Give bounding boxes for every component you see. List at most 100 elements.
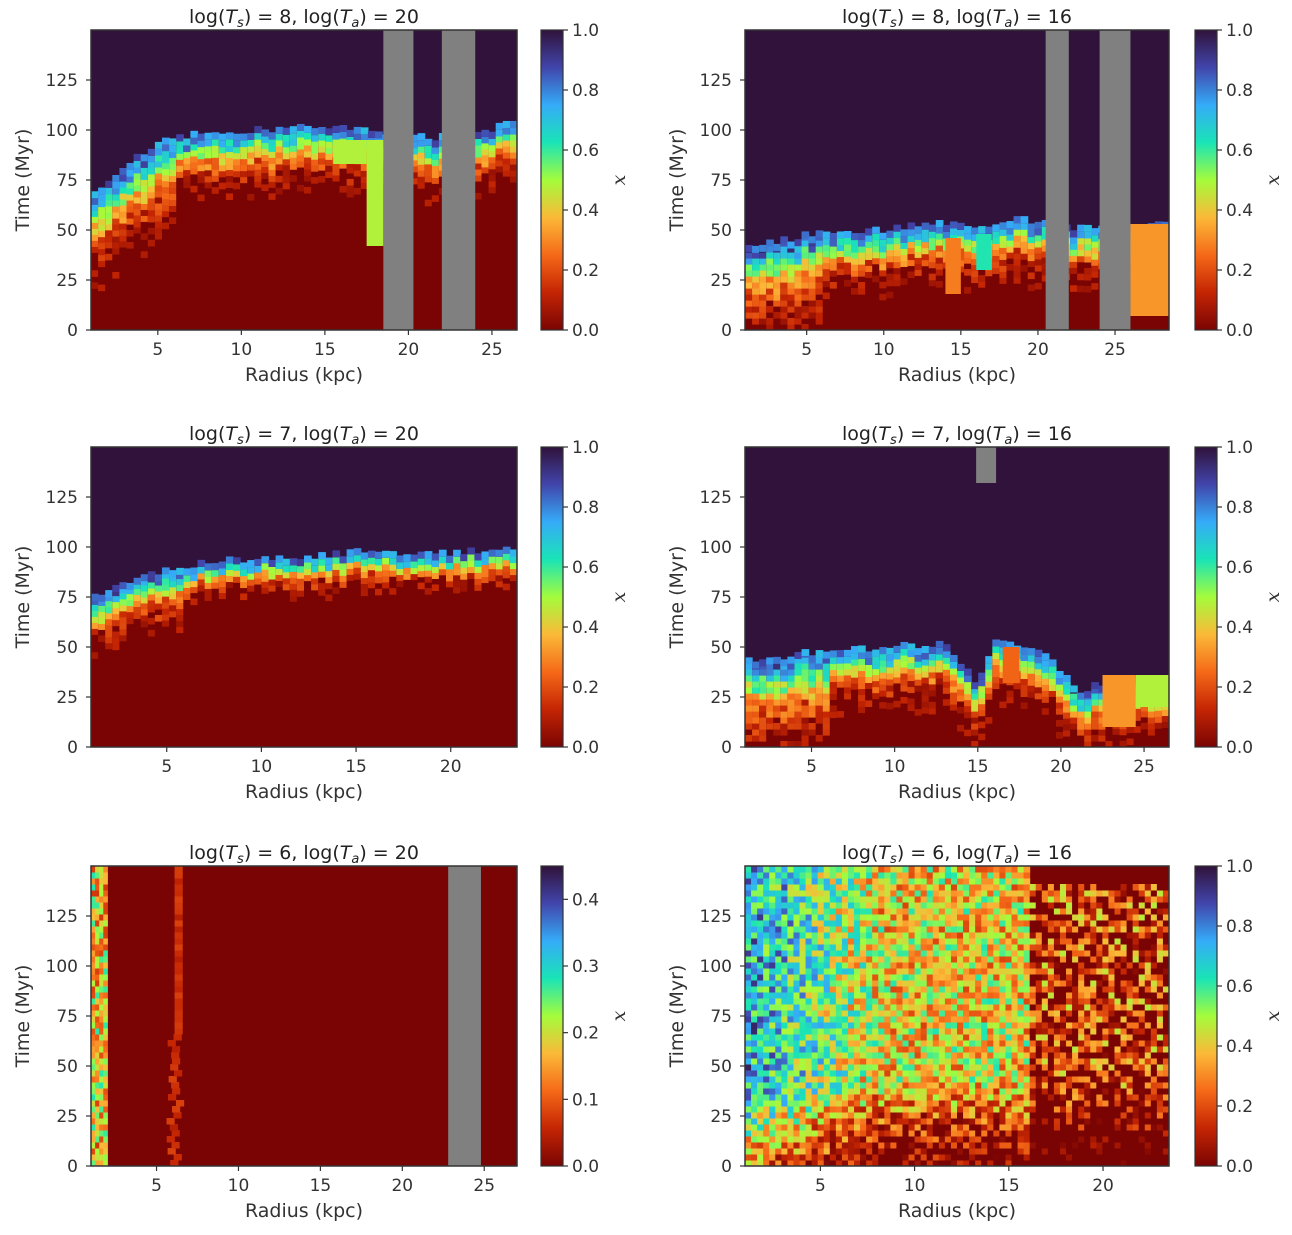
heatmap-cell [920,1058,928,1065]
heatmap-cell [914,1136,922,1143]
heatmap-cell [176,159,184,166]
heatmap-cell [787,270,796,277]
heatmap-cell [140,581,149,747]
heatmap-cell [752,270,760,277]
heatmap-cell [854,1118,861,1125]
heatmap-cell [823,1040,831,1047]
heatmap-cell [751,884,758,891]
heatmap-cell [140,185,149,192]
heatmap-cell [854,1070,861,1077]
heatmap-cell [801,324,810,330]
heatmap-cell [375,558,383,747]
heatmap-cell [105,199,113,207]
heatmap-cell [879,293,887,301]
heatmap-cell [95,1088,100,1095]
heatmap-cell [799,1136,807,1143]
heatmap-cell [811,1118,819,1125]
heatmap-cell [811,944,819,951]
heatmap-cell [963,1058,970,1065]
heatmap-cell [794,288,803,295]
heatmap-cell [169,574,177,582]
heatmap-cell [963,1040,970,1047]
heatmap-cell [893,224,902,232]
heatmap-cell [183,593,191,600]
heatmap-cell [950,1052,958,1059]
heatmap-cell [950,962,958,969]
heatmap-cell [866,998,873,1005]
heatmap-cell [424,169,433,177]
heatmap-cell [781,1082,788,1089]
heatmap-cell [780,276,788,283]
heatmap-cell [752,264,760,271]
heatmap-cell [836,238,845,330]
heatmap-cell [949,685,958,693]
heatmap-cell [866,866,873,873]
heatmap-cell [757,980,764,987]
heatmap-cell [829,974,837,981]
heatmap-cell [154,590,163,598]
heatmap-cell [926,1016,934,1023]
heatmap-cell [211,582,220,589]
heatmap-cell [240,569,248,577]
heatmap-cell [99,1016,104,1023]
heatmap-cell [975,974,982,981]
heatmap-cell [944,1034,952,1041]
heatmap-cell [987,1082,994,1089]
heatmap-cell [975,1058,982,1065]
heatmap-cell [95,1112,100,1119]
heatmap-cell [304,555,312,563]
heatmap-cell [926,974,934,981]
heatmap-cell [987,866,994,873]
heatmap-cell [169,592,177,600]
heatmap-cell [999,1070,1006,1077]
heatmap-cell [944,1010,952,1017]
heatmap-cell [147,599,156,607]
heatmap-cell [971,270,979,278]
heatmap-cell [763,1004,770,1011]
heatmap-cell [1091,265,1099,272]
heatmap-cell [811,908,819,915]
heatmap-cell [752,693,760,700]
heatmap-cell [963,1094,970,1101]
heatmap-cell [928,707,937,715]
heatmap-cell [841,974,849,981]
heatmap-cell [99,1004,104,1011]
heatmap-cell [304,168,312,176]
heatmap-cell [424,145,433,153]
heatmap-cell [811,1100,819,1107]
heatmap-cell [91,1040,96,1047]
heatmap-cell [793,1154,801,1161]
heatmap-cell [835,1118,843,1125]
heatmap-cell [757,1058,764,1065]
heatmap-cell [140,251,149,258]
heatmap-cell [183,575,191,747]
heatmap-cell [822,256,831,264]
heatmap-cell [787,1058,794,1065]
heatmap-cell [829,681,838,689]
heatmap-cell [817,1106,825,1113]
heatmap-cell [829,693,838,701]
heatmap-cell [204,576,213,583]
heatmap-cell [105,235,113,243]
heatmap-cell [304,574,312,582]
heatmap-cell [99,914,104,921]
heatmap-cell [908,1148,916,1155]
heatmap-cell [126,599,135,607]
heatmap-cell [763,1112,770,1119]
heatmap-cell [460,561,468,747]
heatmap-cell [872,1028,879,1035]
heatmap-cell [908,944,916,951]
heatmap-cell [775,974,782,981]
heatmap-cell [847,1124,855,1131]
heatmap-cell [817,938,825,945]
heatmap-cell [860,1094,867,1101]
heatmap-cell [801,264,810,271]
heatmap-cell [884,1160,891,1166]
heatmap-cell [890,1076,897,1083]
heatmap-cell [780,270,788,277]
heatmap-cell [942,651,951,747]
heatmap-cell [907,698,916,706]
heatmap-cell [169,163,177,171]
heatmap-cell [854,980,861,987]
heatmap-cell [794,675,803,682]
